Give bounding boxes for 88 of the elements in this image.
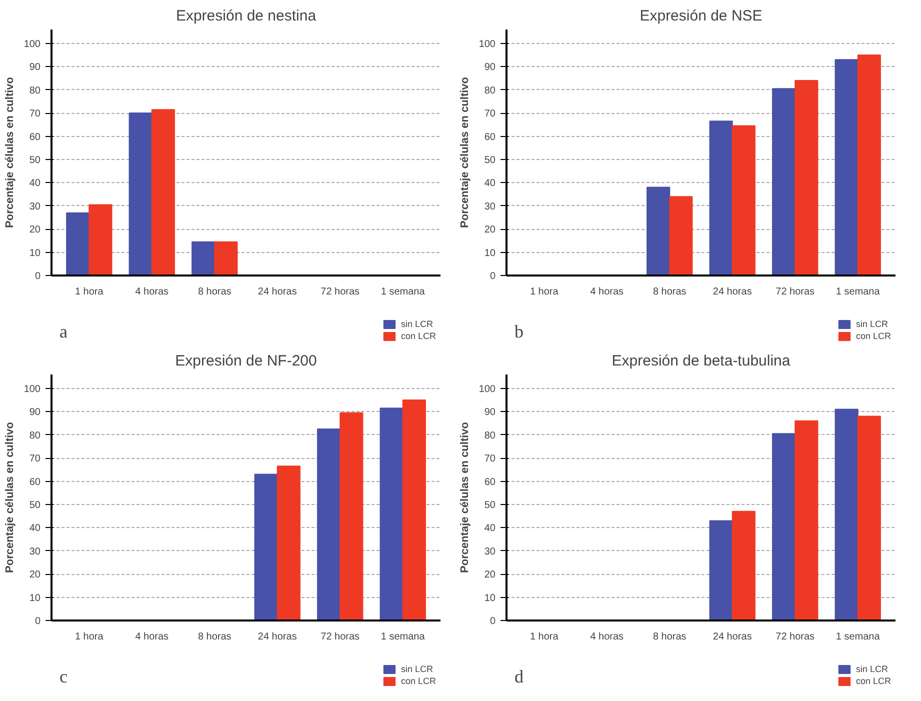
y-tick-label: 70 <box>29 454 41 465</box>
y-axis-title: Porcentaje células en cultivo <box>458 422 471 573</box>
x-tick-label: 24 horas <box>258 286 297 298</box>
y-tick-label: 60 <box>484 476 496 488</box>
x-tick-label: 72 horas <box>776 286 815 298</box>
y-tick-label: 50 <box>29 154 41 166</box>
x-tick-label: 72 horas <box>776 632 815 642</box>
y-tick-label: 0 <box>34 271 41 282</box>
y-tick-label: 20 <box>484 224 496 236</box>
y-tick-label: 40 <box>29 523 41 534</box>
x-tick-label: 1 hora <box>530 286 559 298</box>
x-tick-label: 1 semana <box>836 286 880 298</box>
legend-label: con LCR <box>400 331 436 341</box>
x-tick-label: 1 hora <box>74 632 104 642</box>
y-tick-label: 70 <box>29 108 41 120</box>
y-tick-label: 60 <box>29 476 41 488</box>
y-tick-label: 60 <box>29 132 41 143</box>
y-tick-label: 70 <box>484 454 496 465</box>
y-tick-label: 80 <box>484 430 496 442</box>
y-tick-label: 50 <box>29 500 41 511</box>
y-tick-label: 40 <box>29 178 41 190</box>
y-tick-label: 30 <box>29 201 41 212</box>
y-axis-title: Porcentaje células en cultivo <box>458 76 471 228</box>
x-tick-label: 24 horas <box>258 632 297 642</box>
y-tick-label: 10 <box>484 248 496 259</box>
y-tick-label: 80 <box>29 430 41 442</box>
x-tick-label: 4 horas <box>135 286 169 298</box>
y-tick-label: 50 <box>484 154 496 166</box>
y-tick-label: 30 <box>29 546 41 558</box>
legend-label: con LCR <box>856 331 891 341</box>
legend-label: sin LCR <box>856 664 888 674</box>
x-tick-label: 1 semana <box>380 286 426 298</box>
text: a <box>60 322 68 342</box>
x-tick-label: 8 horas <box>652 286 686 298</box>
y-tick-label: 100 <box>478 384 496 395</box>
y-tick-label: 90 <box>29 407 41 418</box>
x-tick-label: 1 semana <box>380 632 426 642</box>
chart-title: Expresión de NSE <box>640 8 762 24</box>
y-tick-label: 20 <box>29 570 41 581</box>
y-axis-title: Porcentaje células en cultivo <box>4 76 16 228</box>
x-tick-label: 1 hora <box>530 632 559 642</box>
x-tick-label: 8 horas <box>198 286 232 298</box>
legend-label: con LCR <box>400 676 436 686</box>
x-tick-label: 24 horas <box>712 286 752 298</box>
y-tick-label: 70 <box>484 108 496 120</box>
y-tick-label: 80 <box>484 85 496 96</box>
chart-title: Expresión de NF-200 <box>175 352 317 370</box>
y-tick-label: 40 <box>484 523 496 534</box>
text: c <box>60 666 68 686</box>
y-tick-label: 100 <box>24 384 41 395</box>
x-tick-label: 4 horas <box>590 286 624 298</box>
x-tick-label: 24 horas <box>712 632 752 642</box>
y-tick-label: 80 <box>29 85 41 96</box>
y-tick-label: 60 <box>484 132 496 143</box>
legend-label: sin LCR <box>400 664 433 674</box>
text: d <box>514 666 524 686</box>
chart-title: Expresión de beta-tubulina <box>612 352 791 370</box>
y-tick-label: 20 <box>484 570 496 581</box>
x-tick-label: 1 hora <box>74 286 104 298</box>
y-tick-label: 50 <box>484 500 496 511</box>
y-tick-label: 30 <box>484 201 496 212</box>
x-tick-label: 1 semana <box>836 632 880 642</box>
y-axis-title: Porcentaje células en cultivo <box>4 422 16 573</box>
x-tick-label: 72 horas <box>320 286 360 298</box>
y-tick-label: 40 <box>484 178 496 190</box>
legend-label: sin LCR <box>856 319 888 329</box>
x-tick-label: 4 horas <box>590 632 624 642</box>
x-tick-label: 8 horas <box>652 632 686 642</box>
x-tick-label: 4 horas <box>135 632 169 642</box>
y-tick-label: 10 <box>29 592 41 604</box>
y-tick-label: 90 <box>484 62 496 74</box>
y-tick-label: 10 <box>484 592 496 604</box>
legend-label: sin LCR <box>400 319 433 329</box>
y-tick-label: 100 <box>24 38 41 50</box>
y-tick-label: 90 <box>484 407 496 418</box>
text: b <box>514 322 524 342</box>
y-tick-label: 100 <box>478 38 496 50</box>
x-tick-label: 72 horas <box>320 632 360 642</box>
y-tick-label: 30 <box>484 546 496 558</box>
chart-title: Expresión de nestina <box>176 8 317 24</box>
y-tick-label: 0 <box>490 616 496 627</box>
y-tick-label: 20 <box>29 224 41 236</box>
y-tick-label: 0 <box>34 616 41 627</box>
y-tick-label: 10 <box>29 248 41 259</box>
y-tick-label: 90 <box>29 62 41 74</box>
x-tick-label: 8 horas <box>198 632 232 642</box>
legend-label: con LCR <box>856 676 891 686</box>
y-tick-label: 0 <box>490 271 496 282</box>
